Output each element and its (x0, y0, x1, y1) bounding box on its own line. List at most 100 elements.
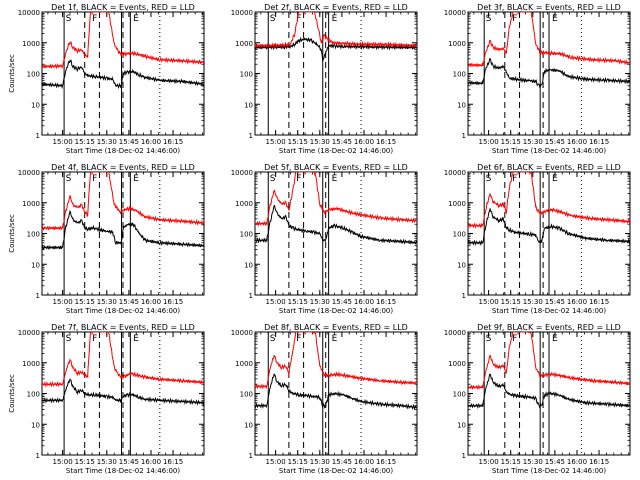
y-tick-label: 10 (31, 101, 40, 109)
panel-title: Det 1f, BLACK = Events, RED = LLD (51, 3, 195, 12)
y-tick-label: 10000 (18, 9, 40, 17)
x-tick-label: 15:30 (310, 298, 330, 306)
interval-letter: S (66, 14, 72, 24)
black-series-line (42, 378, 204, 406)
interval-letter: S (486, 334, 492, 344)
interval-letter: S (486, 14, 492, 24)
interval-letter: E (133, 174, 139, 184)
x-tick-label: 15:00 (266, 138, 286, 146)
interval-letter: F (92, 174, 97, 184)
y-tick-label: 10 (244, 101, 253, 109)
red-series-line (42, 332, 204, 388)
y-tick-label: 10 (457, 101, 466, 109)
y-tick-label: 1000 (448, 360, 466, 368)
y-tick-label: 1 (249, 452, 253, 460)
black-series-line (255, 36, 417, 62)
x-tick-label: 15:15 (288, 138, 308, 146)
y-tick-label: 10 (244, 421, 253, 429)
panel-det-1: Det 1f, BLACK = Events, RED = LLD 1 10 100 1… (8, 3, 205, 155)
x-tick-label: 16:00 (141, 298, 161, 306)
y-tick-label: 1 (462, 292, 466, 300)
panel-title: Det 7f, BLACK = Events, RED = LLD (51, 323, 195, 332)
x-axis-label: Start Time (18-Dec-02 14:46:00) (66, 147, 180, 155)
x-tick-label: 16:15 (589, 298, 609, 306)
y-tick-label: 1000 (22, 40, 40, 48)
x-tick-label: 15:30 (97, 298, 117, 306)
y-tick-label: 1 (249, 292, 253, 300)
y-tick-label: 100 (240, 391, 253, 399)
y-tick-label: 1000 (22, 200, 40, 208)
plot-frame (254, 171, 418, 296)
plot-frame (254, 11, 418, 136)
interval-letter: E (133, 334, 139, 344)
y-axis-label: Counts/sec (8, 374, 16, 413)
panel-det-7: Det 7f, BLACK = Events, RED = LLD 1 10 100 1… (8, 323, 205, 475)
y-tick-label: 10000 (18, 169, 40, 177)
interval-letter: F (296, 334, 301, 344)
y-tick-label: 10000 (231, 9, 253, 17)
y-tick-label: 1000 (235, 40, 253, 48)
x-tick-label: 15:30 (97, 138, 117, 146)
panel-det-9: Det 9f, BLACK = Events, RED = LLD 1 10 100 1… (444, 323, 631, 475)
y-tick-label: 100 (27, 231, 40, 239)
red-series-line (255, 12, 417, 49)
y-tick-label: 100 (27, 71, 40, 79)
x-axis-label: Start Time (18-Dec-02 14:46:00) (492, 307, 606, 315)
x-tick-label: 15:00 (53, 458, 73, 466)
y-tick-label: 10000 (444, 169, 466, 177)
x-tick-label: 15:45 (332, 298, 352, 306)
y-tick-label: 1000 (448, 200, 466, 208)
x-tick-label: 16:00 (354, 458, 374, 466)
x-tick-label: 15:15 (75, 138, 95, 146)
panel-title: Det 6f, BLACK = Events, RED = LLD (477, 163, 621, 172)
x-tick-label: 16:00 (567, 298, 587, 306)
x-axis-label: Start Time (18-Dec-02 14:46:00) (66, 467, 180, 475)
y-axis-label: Counts/sec (8, 54, 16, 93)
x-tick-label: 15:45 (119, 298, 139, 306)
x-tick-label: 15:30 (310, 458, 330, 466)
y-tick-label: 1000 (22, 360, 40, 368)
x-axis-label: Start Time (18-Dec-02 14:46:00) (492, 147, 606, 155)
red-series-line (468, 172, 630, 229)
interval-letter: F (296, 174, 301, 184)
x-tick-label: 15:15 (501, 138, 521, 146)
interval-letter: S (270, 174, 276, 184)
interval-letter: S (66, 334, 72, 344)
y-tick-label: 1 (36, 292, 40, 300)
x-axis-label: Start Time (18-Dec-02 14:46:00) (66, 307, 180, 315)
x-tick-label: 15:45 (332, 458, 352, 466)
panel-det-8: Det 8f, BLACK = Events, RED = LLD 1 10 100 1… (231, 323, 418, 475)
interval-letter: E (332, 14, 338, 24)
y-tick-label: 10 (457, 261, 466, 269)
x-tick-label: 16:15 (589, 138, 609, 146)
interval-letter: F (512, 334, 517, 344)
y-tick-label: 100 (240, 71, 253, 79)
y-tick-label: 1 (36, 452, 40, 460)
y-tick-label: 10000 (231, 169, 253, 177)
x-tick-label: 16:15 (376, 458, 396, 466)
y-tick-label: 1000 (235, 360, 253, 368)
x-tick-label: 16:15 (376, 138, 396, 146)
x-tick-label: 15:00 (266, 298, 286, 306)
panel-title: Det 2f, BLACK = Events, RED = LLD (264, 3, 408, 12)
black-series-line (468, 373, 630, 409)
x-tick-label: 16:15 (163, 138, 183, 146)
black-series-line (255, 204, 417, 245)
interval-letter: S (270, 14, 276, 24)
y-tick-label: 1 (462, 452, 466, 460)
x-tick-label: 15:30 (523, 298, 543, 306)
red-series-line (42, 172, 204, 231)
red-series-line (468, 12, 630, 68)
panel-det-2: Det 2f, BLACK = Events, RED = LLD 1 10 100 1… (231, 3, 418, 155)
y-axis-label: Counts/sec (8, 214, 16, 253)
x-tick-label: 15:15 (288, 298, 308, 306)
x-tick-label: 16:15 (163, 458, 183, 466)
y-tick-label: 10 (244, 261, 253, 269)
x-tick-label: 15:45 (332, 138, 352, 146)
red-series-line (255, 332, 417, 390)
y-tick-label: 10 (457, 421, 466, 429)
interval-letter: S (270, 334, 276, 344)
y-tick-label: 10000 (444, 329, 466, 337)
x-tick-label: 15:00 (53, 298, 73, 306)
